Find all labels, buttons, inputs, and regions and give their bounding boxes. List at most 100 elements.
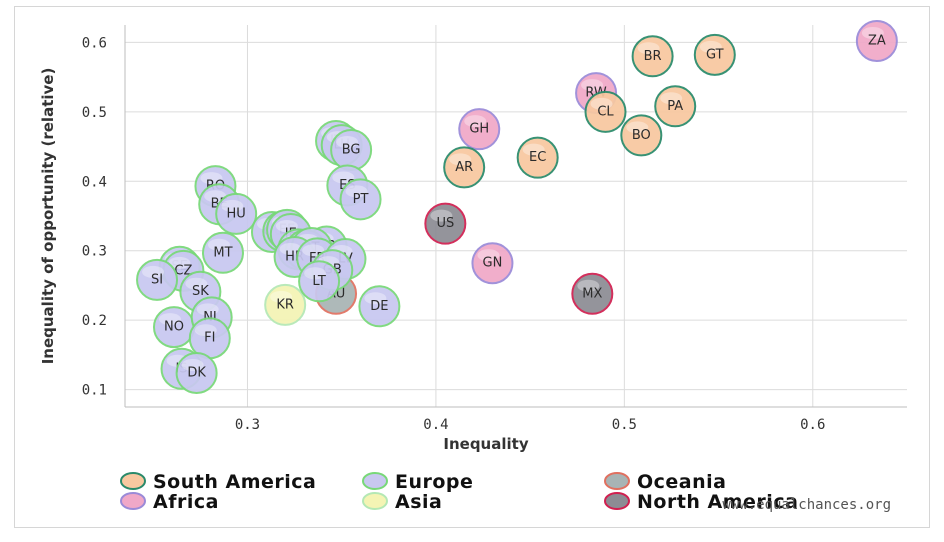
y-tick-label: 0.1 bbox=[82, 383, 107, 399]
y-tick-label: 0.5 bbox=[82, 105, 107, 121]
bubble-highlight bbox=[430, 209, 453, 222]
point-bubble[interactable] bbox=[136, 258, 179, 301]
bubble-highlight bbox=[304, 267, 327, 280]
data-point[interactable]: GN bbox=[471, 242, 514, 285]
point-label: DK bbox=[187, 365, 206, 380]
point-bubble[interactable] bbox=[339, 178, 382, 221]
point-bubble[interactable] bbox=[175, 351, 218, 394]
x-axis-title: Inequality bbox=[443, 435, 528, 453]
legend-label: Europe bbox=[395, 471, 473, 493]
data-points: ZABRGTRWCLPABOGHECARUSGNMXAUKRITLUBGESPT… bbox=[136, 19, 898, 394]
point-bubble[interactable] bbox=[443, 146, 486, 189]
point-label: NO bbox=[164, 320, 184, 335]
legend-label: Africa bbox=[153, 491, 219, 513]
legend-label: Asia bbox=[395, 491, 442, 513]
point-bubble[interactable] bbox=[654, 85, 697, 128]
point-bubble[interactable] bbox=[424, 202, 467, 245]
grid bbox=[125, 25, 907, 407]
point-bubble[interactable] bbox=[571, 272, 614, 315]
bubble-highlight bbox=[275, 220, 298, 233]
bubble-highlight bbox=[200, 172, 223, 185]
data-point[interactable]: SI bbox=[136, 258, 179, 301]
data-point[interactable]: BO bbox=[620, 114, 663, 157]
legend-item: Oceania bbox=[604, 471, 726, 493]
legend-item: South America bbox=[120, 471, 316, 493]
point-bubble[interactable] bbox=[471, 242, 514, 285]
point-label: LT bbox=[312, 274, 325, 289]
data-point[interactable]: FI bbox=[188, 317, 231, 360]
point-bubble[interactable] bbox=[264, 283, 307, 326]
point-label: ZA bbox=[868, 33, 886, 48]
data-point[interactable]: EC bbox=[516, 136, 559, 179]
point-label: DE bbox=[370, 299, 388, 314]
bubble-highlight bbox=[464, 115, 487, 128]
data-point[interactable]: GH bbox=[458, 108, 501, 151]
data-point[interactable]: GT bbox=[693, 33, 736, 76]
bubble-highlight bbox=[181, 358, 204, 371]
x-tick-label: 0.3 bbox=[235, 417, 260, 433]
point-label: KR bbox=[276, 297, 294, 312]
point-bubble[interactable] bbox=[620, 114, 663, 157]
point-bubble[interactable] bbox=[358, 285, 401, 328]
point-bubble[interactable] bbox=[201, 231, 244, 274]
data-point[interactable]: BG bbox=[330, 129, 373, 172]
legend-label: South America bbox=[153, 471, 316, 493]
data-point[interactable]: US bbox=[424, 202, 467, 245]
point-label: BO bbox=[632, 128, 651, 143]
point-bubble[interactable] bbox=[584, 90, 627, 133]
point-bubble[interactable] bbox=[855, 19, 898, 62]
bubble-highlight bbox=[302, 244, 325, 257]
bubble-highlight bbox=[221, 199, 244, 212]
data-point[interactable]: LT bbox=[298, 260, 341, 303]
bubble-highlight bbox=[336, 136, 359, 149]
data-point[interactable]: ZA bbox=[855, 19, 898, 62]
point-label: HU bbox=[227, 206, 246, 221]
bubble-highlight bbox=[699, 40, 722, 53]
data-point[interactable]: NO bbox=[152, 306, 195, 349]
axes: 0.3 0.4 0.5 0.6 0.1 0.2 0.3 0.4 0.5 0.6 bbox=[82, 25, 907, 433]
data-point[interactable]: DK bbox=[175, 351, 218, 394]
legend-item: Europe bbox=[362, 471, 473, 493]
bubble-highlight bbox=[345, 185, 368, 198]
point-label: BG bbox=[342, 143, 361, 158]
y-tick-label: 0.6 bbox=[82, 35, 107, 51]
bubble-highlight bbox=[185, 277, 208, 290]
point-bubble[interactable] bbox=[516, 136, 559, 179]
point-label: MT bbox=[213, 245, 232, 260]
legend-swatch bbox=[604, 492, 630, 510]
data-point[interactable]: HU bbox=[215, 192, 258, 235]
point-bubble[interactable] bbox=[631, 35, 674, 78]
legend-item: Africa bbox=[120, 491, 219, 513]
x-tick-label: 0.6 bbox=[800, 417, 825, 433]
scatter-chart: 0.30.40.50.60.10.20.30.40.50.6 ZABRGTRWC… bbox=[39, 19, 907, 513]
chart-frame: 0.30.40.50.60.10.20.30.40.50.6 ZABRGTRWC… bbox=[14, 6, 930, 528]
data-point[interactable]: PT bbox=[339, 178, 382, 221]
point-bubble[interactable] bbox=[693, 33, 736, 76]
bubble-highlight bbox=[332, 171, 355, 184]
legend-label: North America bbox=[637, 491, 798, 513]
point-label: SI bbox=[151, 272, 163, 287]
data-point[interactable]: PA bbox=[654, 85, 697, 128]
data-point[interactable]: DE bbox=[358, 285, 401, 328]
point-label: GN bbox=[483, 256, 503, 271]
point-bubble[interactable] bbox=[215, 192, 258, 235]
data-point[interactable]: BR bbox=[631, 35, 674, 78]
bubble-highlight bbox=[637, 42, 660, 55]
data-point[interactable]: AR bbox=[443, 146, 486, 189]
bubble-highlight bbox=[196, 303, 219, 316]
y-tick-label: 0.2 bbox=[82, 313, 107, 329]
legend-swatch bbox=[120, 472, 146, 490]
point-bubble[interactable] bbox=[458, 108, 501, 151]
point-label: PT bbox=[353, 192, 369, 207]
data-point[interactable]: CL bbox=[584, 90, 627, 133]
x-tick-label: 0.5 bbox=[612, 417, 637, 433]
point-label: EC bbox=[529, 150, 546, 165]
bubble-highlight bbox=[626, 121, 649, 134]
data-point[interactable]: MT bbox=[201, 231, 244, 274]
data-point[interactable]: KR bbox=[264, 283, 307, 326]
point-bubble[interactable] bbox=[298, 260, 341, 303]
legend-swatch bbox=[120, 492, 146, 510]
data-point[interactable]: MX bbox=[571, 272, 614, 315]
bubble-highlight bbox=[660, 92, 683, 105]
legend: South America Europe Oceania Africa Asia Nort… bbox=[120, 471, 798, 513]
